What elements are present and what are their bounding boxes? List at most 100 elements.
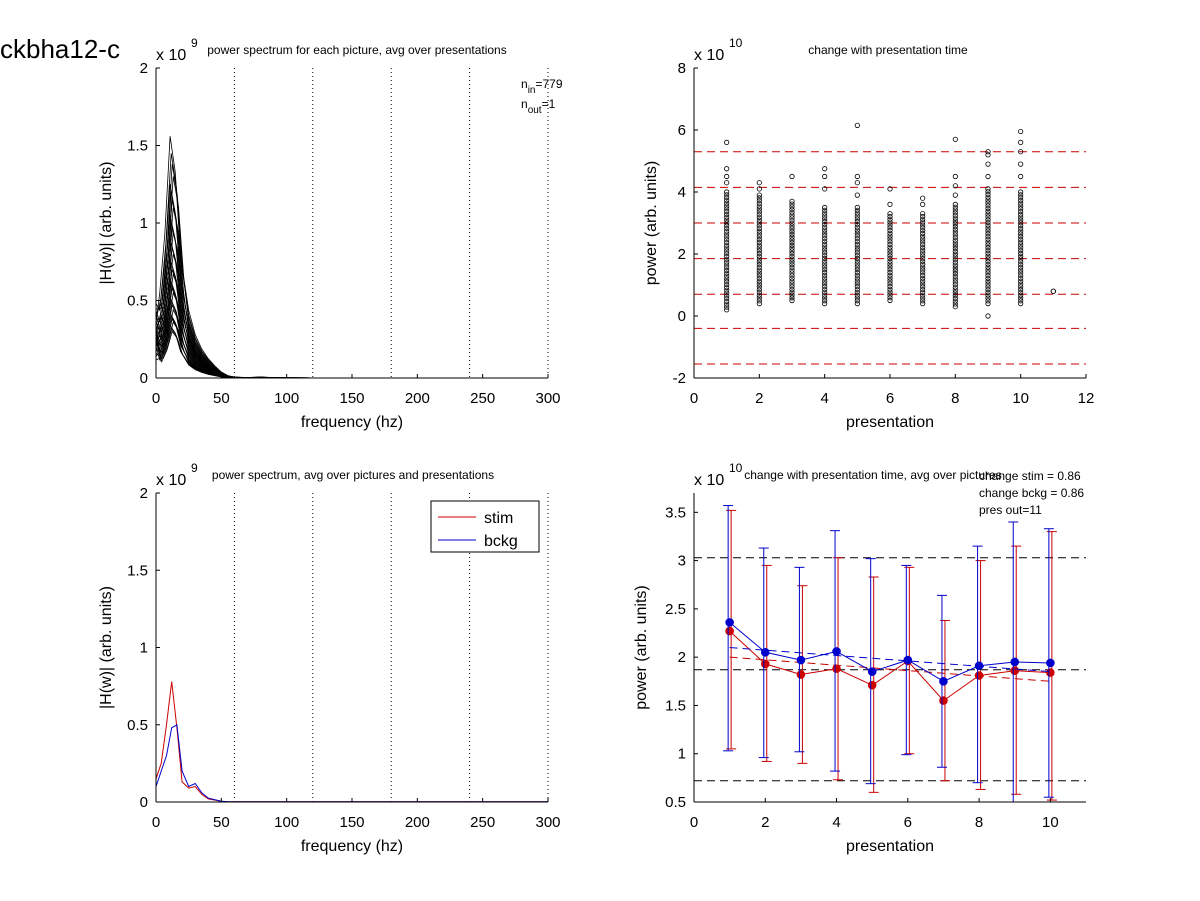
data-point (920, 247, 926, 253)
data-point (724, 189, 730, 195)
data-point (1018, 287, 1024, 293)
data-point (952, 301, 958, 307)
x-tick-label: 0 (690, 390, 698, 407)
data-point (887, 275, 893, 281)
data-point (887, 289, 893, 295)
data-point (724, 259, 730, 265)
data-point (985, 278, 991, 284)
data-point (854, 264, 860, 270)
y-tick-label: 0 (140, 794, 148, 811)
x-tick-label: 200 (405, 390, 430, 407)
data-point (985, 245, 991, 251)
data-point (952, 232, 958, 238)
data-point (985, 239, 991, 245)
y-tick-label: 1.5 (127, 562, 148, 579)
data-point (854, 292, 860, 298)
data-point (789, 292, 795, 298)
data-point (887, 219, 893, 225)
spectrum-curve (155, 258, 548, 379)
data-point (854, 300, 860, 307)
data-point (1018, 247, 1024, 254)
data-point (724, 217, 730, 223)
data-point (789, 295, 795, 301)
data-point (920, 272, 926, 279)
y-tick-label: -2 (673, 370, 686, 387)
data-point (887, 258, 893, 264)
data-point (756, 231, 762, 237)
data-point (952, 293, 958, 299)
data-point (756, 214, 762, 220)
data-point (920, 233, 926, 239)
data-point (920, 261, 926, 267)
data-point (789, 229, 795, 235)
trend-line-stim (729, 656, 1051, 682)
data-point (985, 259, 991, 265)
data-point (756, 211, 762, 218)
data-point (724, 290, 730, 296)
data-point (985, 217, 991, 223)
x-tick-label: 2 (755, 390, 763, 407)
data-point (920, 242, 926, 248)
y-exponent: 9 (191, 461, 198, 475)
data-point (724, 295, 730, 302)
x-tick-label: 100 (274, 814, 299, 831)
data-point (756, 267, 762, 273)
marker-bckg (903, 655, 913, 665)
x-tick-label: 300 (535, 390, 560, 407)
chart-title: change with presentation time (808, 43, 968, 57)
y-exponent: 9 (191, 36, 198, 50)
data-point (822, 272, 828, 278)
note-value: =779 (535, 77, 562, 91)
y-tick-label: 3.5 (665, 504, 686, 521)
data-point (724, 180, 730, 186)
x-tick-label: 8 (951, 390, 959, 407)
data-point (822, 264, 828, 270)
y-tick-label: 2.5 (665, 601, 686, 618)
data-point (724, 237, 730, 243)
data-point (1018, 234, 1024, 240)
data-point (985, 225, 991, 231)
data-point (822, 238, 828, 245)
data-point (952, 226, 958, 232)
data-point (952, 273, 958, 279)
data-point (887, 244, 893, 250)
legend: stim bckg (430, 500, 540, 553)
data-point (985, 287, 991, 293)
y-exponent: 10 (729, 36, 743, 50)
data-point (789, 242, 795, 248)
data-point (789, 259, 795, 265)
spectrum-curve (155, 243, 548, 379)
data-point (724, 239, 730, 246)
data-point (1018, 161, 1024, 167)
y-tick-label: 8 (678, 60, 686, 77)
x-tick-label: 200 (405, 814, 430, 831)
data-point (952, 136, 958, 142)
marker-stim (974, 671, 984, 680)
data-point (822, 255, 828, 261)
x-tick-label: 150 (339, 814, 364, 831)
figure-label: ckbha12-c (0, 34, 120, 64)
data-point (756, 259, 762, 265)
data-point (822, 186, 828, 192)
data-point (985, 242, 991, 248)
data-point (822, 173, 828, 180)
data-point (920, 250, 926, 256)
y-multiplier: x 10 (156, 472, 186, 489)
data-point (724, 262, 730, 268)
x-axis-label: frequency (hz) (301, 414, 403, 431)
data-point (952, 243, 958, 249)
data-point (789, 220, 795, 226)
data-point (724, 209, 730, 215)
data-point (854, 216, 860, 222)
data-point (920, 239, 926, 245)
data-point (920, 244, 926, 251)
data-point (789, 275, 795, 282)
y-tick-label: 0.5 (665, 794, 686, 811)
x-tick-label: 6 (886, 390, 894, 407)
data-point (854, 255, 860, 261)
data-point (952, 298, 958, 304)
y-tick-label: 2 (678, 246, 686, 263)
spectrum-curve (155, 238, 548, 379)
marker-bckg (760, 648, 770, 657)
data-point (724, 139, 730, 145)
